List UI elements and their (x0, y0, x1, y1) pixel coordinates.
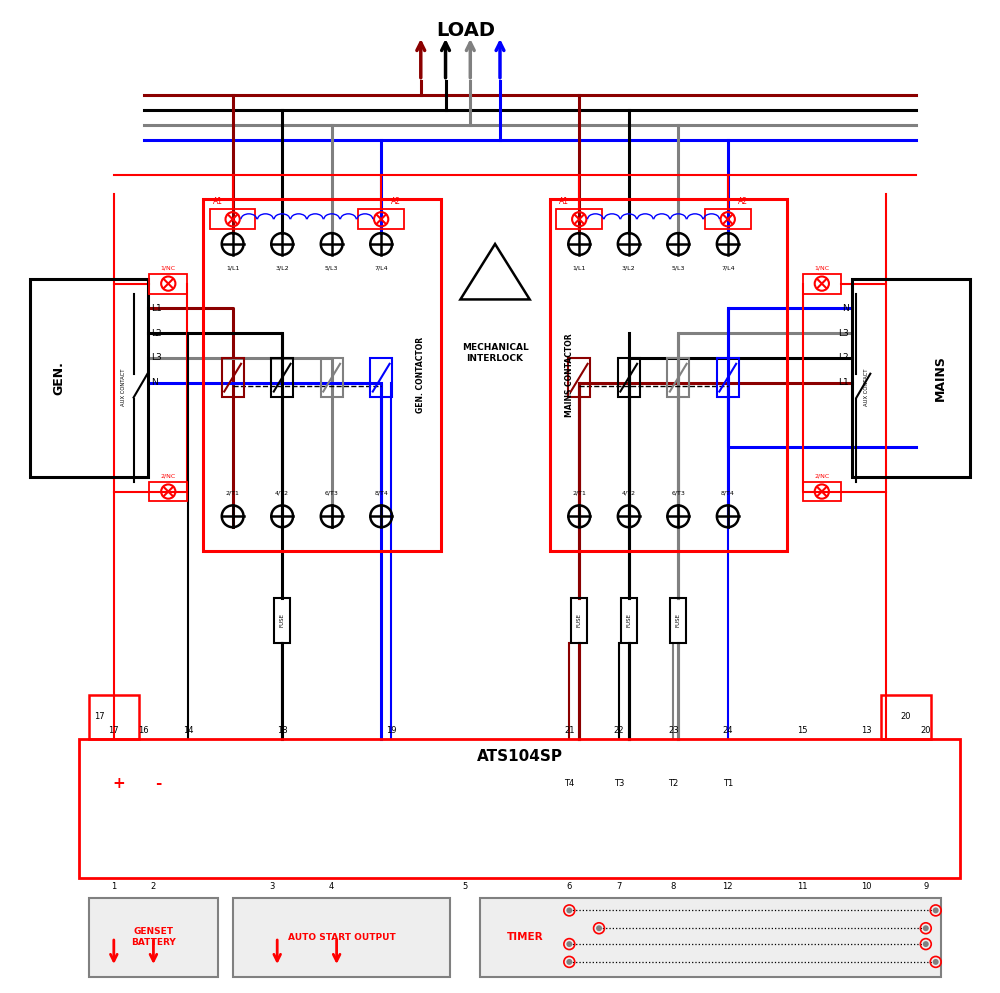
Text: 10: 10 (861, 882, 872, 891)
Text: 18: 18 (277, 726, 287, 735)
Text: 3/L2: 3/L2 (275, 266, 289, 271)
Text: 1: 1 (111, 882, 116, 891)
Text: 8: 8 (671, 882, 676, 891)
Text: L3: L3 (151, 354, 162, 362)
Text: T3: T3 (614, 780, 624, 788)
Text: 3/L2: 3/L2 (622, 266, 636, 271)
Text: 2/T1: 2/T1 (572, 491, 586, 496)
Text: T1: T1 (723, 780, 733, 788)
Circle shape (596, 925, 602, 931)
Text: A1: A1 (559, 198, 569, 207)
Text: 17: 17 (109, 726, 119, 735)
Text: 2/NC: 2/NC (814, 474, 829, 479)
Text: 24: 24 (723, 726, 733, 735)
Text: 4/T2: 4/T2 (275, 491, 289, 496)
Text: MAINS: MAINS (934, 355, 947, 400)
Text: 22: 22 (614, 726, 624, 735)
Text: L2: L2 (838, 354, 849, 362)
Text: 7: 7 (616, 882, 622, 891)
Text: GEN. CONTACTOR: GEN. CONTACTOR (416, 338, 425, 413)
FancyBboxPatch shape (480, 898, 941, 977)
Text: 12: 12 (723, 882, 733, 891)
Text: A2: A2 (391, 198, 401, 207)
Text: 4: 4 (329, 882, 334, 891)
Text: L2: L2 (151, 329, 162, 338)
Text: 5: 5 (463, 882, 468, 891)
Text: T4: T4 (564, 780, 574, 788)
Text: 6/T3: 6/T3 (671, 491, 685, 496)
Text: 1/L1: 1/L1 (573, 266, 586, 271)
Text: 2/NC: 2/NC (161, 474, 176, 479)
Circle shape (566, 959, 572, 965)
Text: AUTO START OUTPUT: AUTO START OUTPUT (288, 932, 395, 941)
Text: 6: 6 (567, 882, 572, 891)
Text: AUX CONTACT: AUX CONTACT (121, 368, 126, 406)
Text: 1/NC: 1/NC (161, 266, 176, 271)
Text: GEN.: GEN. (53, 360, 66, 394)
FancyBboxPatch shape (89, 898, 218, 977)
Text: MAINS CONTACTOR: MAINS CONTACTOR (565, 334, 574, 417)
Text: 7/L4: 7/L4 (721, 266, 735, 271)
Text: 15: 15 (797, 726, 807, 735)
Text: T2: T2 (668, 780, 678, 788)
Text: 1/NC: 1/NC (814, 266, 829, 271)
Circle shape (933, 959, 939, 965)
Text: LOAD: LOAD (436, 21, 495, 40)
Text: A2: A2 (738, 198, 748, 207)
Text: 23: 23 (668, 726, 679, 735)
Circle shape (566, 908, 572, 914)
Text: 19: 19 (386, 726, 396, 735)
Text: -: - (155, 777, 162, 791)
Text: 11: 11 (797, 882, 807, 891)
Circle shape (923, 941, 929, 947)
Text: 20: 20 (901, 712, 911, 721)
Text: +: + (112, 777, 125, 791)
FancyBboxPatch shape (233, 898, 450, 977)
Text: TIMER: TIMER (506, 932, 543, 942)
Text: 7/L4: 7/L4 (374, 266, 388, 271)
Text: FUSE: FUSE (626, 614, 631, 628)
Text: 1/L1: 1/L1 (226, 266, 239, 271)
Text: L1: L1 (838, 378, 849, 387)
Text: N: N (151, 378, 158, 387)
Text: A1: A1 (213, 198, 223, 207)
Text: L1: L1 (151, 304, 162, 313)
Text: 14: 14 (183, 726, 193, 735)
Text: 8/T4: 8/T4 (374, 491, 388, 496)
Text: 5/L3: 5/L3 (325, 266, 338, 271)
Text: AUX CONTACT: AUX CONTACT (864, 368, 869, 406)
Text: 8/T4: 8/T4 (721, 491, 735, 496)
Text: L3: L3 (838, 329, 849, 338)
Text: GENSET
BATTERY: GENSET BATTERY (131, 927, 176, 947)
Text: FUSE: FUSE (676, 614, 681, 628)
Text: 2: 2 (151, 882, 156, 891)
Text: 16: 16 (138, 726, 149, 735)
Text: FUSE: FUSE (577, 614, 582, 628)
Text: 9: 9 (923, 882, 928, 891)
Text: 3: 3 (270, 882, 275, 891)
Text: N: N (842, 304, 849, 313)
Text: 17: 17 (94, 712, 104, 721)
Text: FUSE: FUSE (280, 614, 285, 628)
Text: 20: 20 (921, 726, 931, 735)
Text: 5/L3: 5/L3 (671, 266, 685, 271)
Circle shape (923, 925, 929, 931)
Text: 13: 13 (861, 726, 872, 735)
Text: 4/T2: 4/T2 (622, 491, 636, 496)
Text: 2/T1: 2/T1 (226, 491, 240, 496)
Text: 21: 21 (564, 726, 575, 735)
Circle shape (566, 941, 572, 947)
Text: MECHANICAL
INTERLOCK: MECHANICAL INTERLOCK (462, 344, 528, 362)
Text: ATS104SP: ATS104SP (477, 750, 563, 765)
Text: 6/T3: 6/T3 (325, 491, 339, 496)
Circle shape (933, 908, 939, 914)
